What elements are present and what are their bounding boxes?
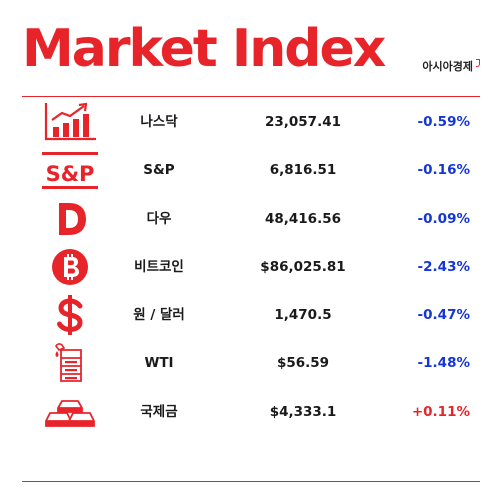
index-name: 원 / 달러: [133, 307, 185, 324]
table-row-wti: WTI $56.59 -1.48%: [0, 339, 500, 387]
sp-logo-icon: S&P: [38, 148, 102, 192]
dollar-icon: [38, 293, 102, 337]
index-change: -2.43%: [417, 258, 470, 275]
table-row-krw-usd: 원 / 달러 1,470.5 -0.47%: [0, 291, 500, 339]
index-name: 비트코인: [134, 258, 184, 275]
table-row-sp: S&P S&P 6,816.51 -0.16%: [0, 146, 500, 194]
index-name: 국제금: [140, 403, 178, 420]
index-value: 23,057.41: [264, 114, 341, 130]
index-value: $56.59: [276, 355, 330, 372]
index-name: WTI: [144, 355, 174, 372]
index-change: -1.48%: [417, 355, 470, 372]
page-title: Market Index: [22, 19, 386, 79]
index-value: 48,416.56: [264, 210, 341, 227]
sp-logo-text: S&P: [46, 162, 95, 186]
index-change: -0.09%: [417, 210, 470, 227]
index-name: 다우: [146, 210, 172, 227]
table-row-nasdaq: 나스닥 23,057.41 -0.59%: [0, 98, 500, 146]
header: Market Index 아시아경제: [0, 0, 500, 96]
table-row-gold: 국제금 $4,333.1 +0.11%: [0, 388, 500, 436]
bitcoin-icon: [38, 245, 102, 289]
brand-mark-icon: [476, 59, 480, 67]
top-divider: [22, 96, 480, 97]
dow-d-icon: [38, 197, 102, 241]
index-change: -0.16%: [417, 162, 470, 179]
index-change: -0.47%: [417, 307, 470, 324]
oil-barrel-icon: [38, 341, 102, 385]
index-value: $4,333.1: [269, 403, 337, 420]
index-value: $86,025.81: [260, 258, 346, 275]
brand-name: 아시아경제: [422, 60, 473, 73]
index-value: 6,816.51: [269, 162, 337, 179]
table-row-dow: 다우 48,416.56 -0.09%: [0, 195, 500, 243]
bottom-divider: [22, 481, 480, 482]
index-table: 나스닥 23,057.41 -0.59% S&P S&P 6,816.51 -0…: [0, 98, 500, 436]
gold-bars-icon: [38, 390, 102, 434]
index-change: -0.59%: [417, 114, 470, 130]
table-row-bitcoin: 비트코인 $86,025.81 -2.43%: [0, 243, 500, 291]
index-change: +0.11%: [411, 403, 470, 420]
index-value: 1,470.5: [274, 307, 332, 324]
index-name: S&P: [143, 162, 175, 179]
bar-chart-up-icon: [38, 100, 102, 144]
brand-logo: 아시아경제: [422, 58, 480, 74]
index-name: 나스닥: [140, 114, 178, 130]
